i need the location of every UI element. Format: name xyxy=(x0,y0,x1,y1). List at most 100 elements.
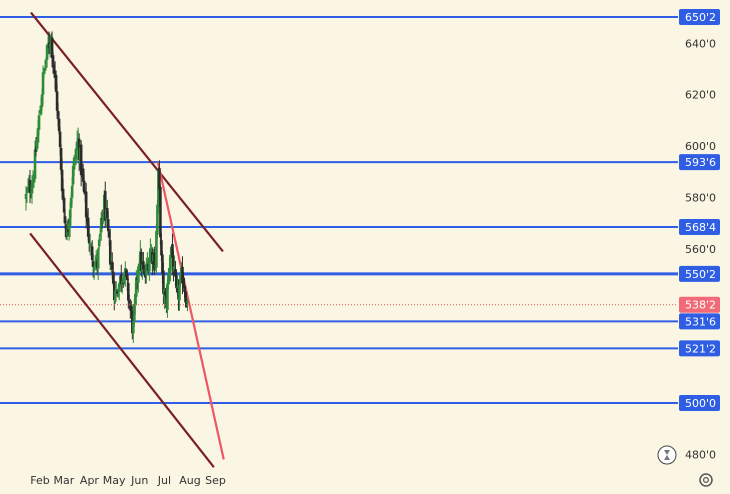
trend-line-0 xyxy=(30,11,224,253)
candle-body-161 xyxy=(186,300,189,304)
candle-body-65 xyxy=(89,245,93,247)
candle-body-119 xyxy=(144,276,147,278)
candle-body-92 xyxy=(116,294,120,296)
candle-body-123 xyxy=(148,257,151,272)
candle-body-142 xyxy=(167,273,170,285)
candle-body-31 xyxy=(55,91,59,111)
candle-body-130 xyxy=(155,231,158,268)
candle-body-118 xyxy=(143,272,146,274)
candle-body-10 xyxy=(34,146,38,152)
candle-body-1 xyxy=(25,190,29,193)
candle-body-68 xyxy=(92,266,96,271)
candle-body-74 xyxy=(98,233,102,237)
candle-body-55 xyxy=(79,144,83,176)
x-axis: Feb Mar Apr May Jun Jul Aug Sep xyxy=(30,474,226,487)
candle-body-156 xyxy=(181,266,184,284)
level-badge-1-label: 593'6 xyxy=(685,156,716,169)
candle-body-26 xyxy=(50,37,54,58)
level-badge-0-bg xyxy=(679,9,720,25)
candle-body-86 xyxy=(110,261,114,270)
candle-body-141 xyxy=(166,283,169,311)
candle-body-24 xyxy=(48,44,52,48)
level-badge-3-bg xyxy=(679,265,720,282)
candle-body-35 xyxy=(59,147,63,171)
candle-body-61 xyxy=(85,214,89,221)
candle-body-19 xyxy=(43,67,47,70)
hourglass-icon[interactable] xyxy=(657,445,677,465)
candle-body-112 xyxy=(137,266,140,283)
candle-body-82 xyxy=(106,219,110,232)
candle-body-17 xyxy=(41,72,45,95)
level-badge-0-label: 650'2 xyxy=(685,11,716,24)
candle-body-160 xyxy=(185,302,188,306)
candle-body-0 xyxy=(24,193,28,199)
x-tick-label-2: Apr xyxy=(80,474,100,487)
candle-body-72 xyxy=(96,248,100,269)
candle-body-79 xyxy=(103,191,107,221)
candle-body-12 xyxy=(36,128,40,143)
candle-body-39 xyxy=(63,216,67,224)
candle-body-6 xyxy=(30,185,34,194)
candle-body-137 xyxy=(162,270,165,294)
candle-body-8 xyxy=(32,178,36,182)
candle-body-58 xyxy=(82,180,86,193)
candle-body-67 xyxy=(91,261,95,267)
trend-line-1 xyxy=(29,232,215,468)
candle-body-66 xyxy=(90,246,94,261)
level-badge-2-bg xyxy=(679,219,720,236)
candle-body-115 xyxy=(140,251,143,272)
candle-body-148 xyxy=(173,266,176,272)
candle-body-43 xyxy=(67,223,71,230)
level-badge-5-bg xyxy=(679,340,720,357)
candle-body-154 xyxy=(179,274,182,284)
candle-body-125 xyxy=(150,249,153,252)
candle-body-73 xyxy=(97,239,101,247)
candle-body-134 xyxy=(159,187,162,238)
candle-body-153 xyxy=(178,285,181,301)
level-badge-1-bg xyxy=(679,154,720,171)
candle-body-108 xyxy=(133,304,136,322)
candle-body-109 xyxy=(134,293,137,304)
candle-body-136 xyxy=(161,254,164,274)
candle-body-45 xyxy=(69,197,73,208)
x-tick-label-4: Jun xyxy=(130,474,148,487)
candle-body-90 xyxy=(114,289,118,291)
candle-body-81 xyxy=(105,208,109,218)
trend-lines xyxy=(29,11,225,468)
x-tick-label-1: Mar xyxy=(54,474,75,487)
candle-body-20 xyxy=(44,60,48,65)
level-badge-3-label: 550'2 xyxy=(685,268,716,281)
candle-body-48 xyxy=(72,157,76,170)
candle-body-107 xyxy=(132,321,135,334)
candle-body-21 xyxy=(45,45,49,60)
candlesticks xyxy=(24,31,189,344)
candle-body-15 xyxy=(39,105,43,115)
settings-icon[interactable] xyxy=(699,473,713,487)
candle-body-102 xyxy=(127,283,130,301)
candle-body-84 xyxy=(108,240,112,265)
level-badge-4-bg xyxy=(679,313,720,330)
level-badge-5-label: 521'2 xyxy=(685,342,716,355)
candle-body-93 xyxy=(117,283,121,292)
candle-body-144 xyxy=(169,254,172,272)
candle-body-147 xyxy=(172,256,175,276)
candle-body-98 xyxy=(122,272,126,284)
level-badge-2-label: 568'4 xyxy=(685,221,716,234)
candle-body-18 xyxy=(42,69,46,71)
candle-body-87 xyxy=(111,271,115,284)
candle-body-149 xyxy=(174,269,177,277)
candle-body-63 xyxy=(87,233,91,244)
candle-body-159 xyxy=(184,291,187,303)
candle-body-117 xyxy=(142,261,145,270)
candle-body-103 xyxy=(128,300,131,303)
candle-body-42 xyxy=(66,229,70,233)
candle-body-128 xyxy=(153,252,156,270)
candle-body-96 xyxy=(120,280,124,285)
y-tick-label-0: 640'0 xyxy=(685,37,716,50)
x-tick-label-3: May xyxy=(103,474,126,487)
y-tick-label-3: 580'0 xyxy=(685,191,716,204)
candle-body-133 xyxy=(158,168,161,190)
candle-body-62 xyxy=(86,217,90,237)
